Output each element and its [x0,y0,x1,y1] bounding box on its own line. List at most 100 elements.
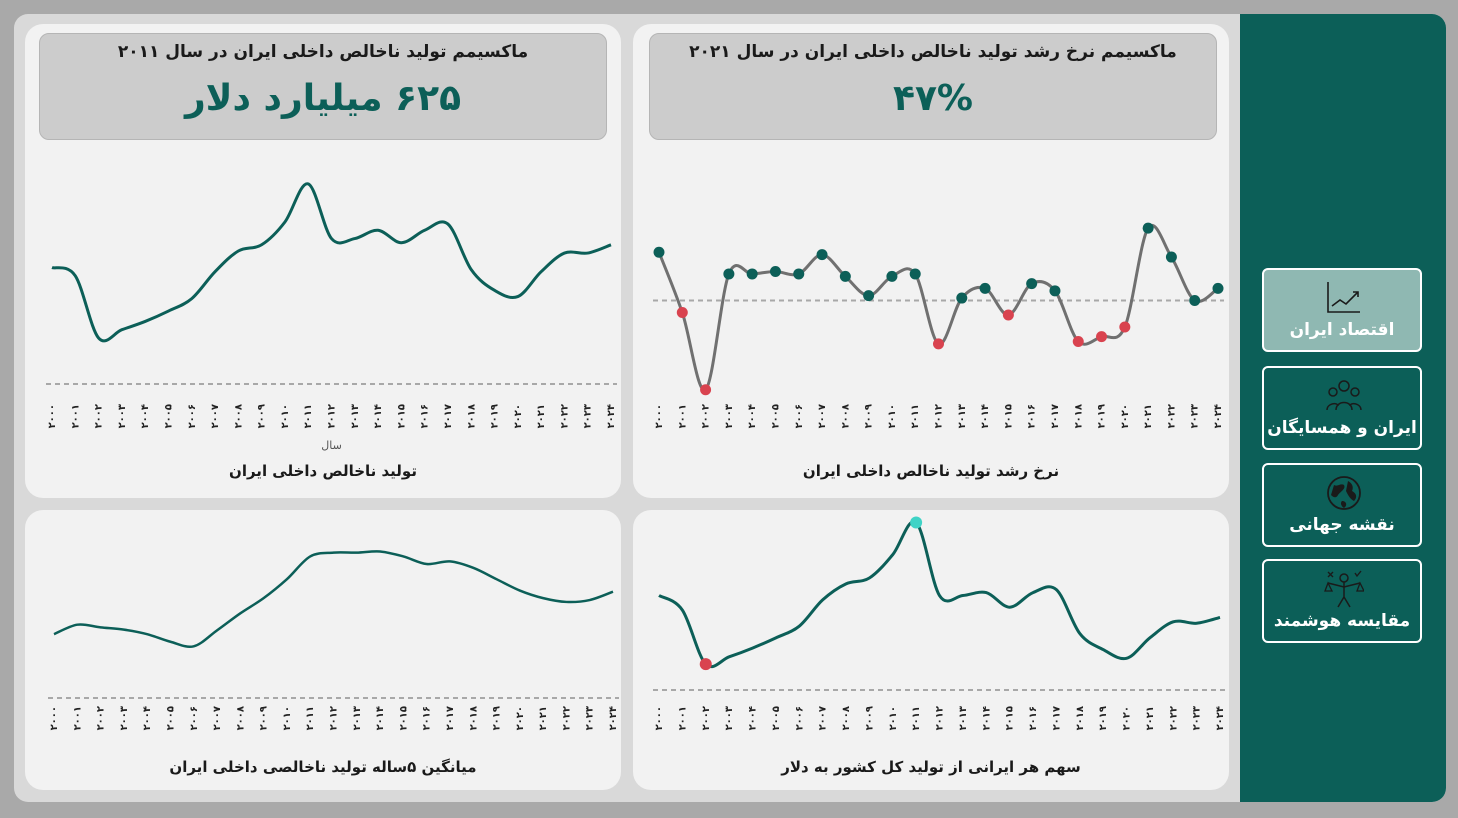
x-tick-label: ۲۰۱۶ [1027,404,1038,428]
x-tick-label: ۲۰۰۷ [817,404,828,428]
x-tick-label: ۲۰۰۷ [210,404,221,428]
gdp-ma5-card: ۲۰۰۰ ۲۰۰۱ ۲۰۰۲ ۲۰۰۳ ۲۰۰۴ ۲۰۰۵ ۲۰۰۶ ۲۰۰۷ ۲۰۰۸ ۲۰۰۹… [25,510,621,790]
x-tick-label: ۲۰۲۱ [536,404,547,428]
x-tick-label: ۲۰۰۳ [724,404,735,428]
per-capita-card: ۲۰۰۰ ۲۰۰۱ ۲۰۰۲ ۲۰۰۳ ۲۰۰۴ ۲۰۰۵ ۲۰۰۶ ۲۰۰۷ ۲۰۰۸ ۲۰۰۹… [633,510,1229,790]
sidebar-item-iran-neighbors[interactable]: ایران و همسایگان [1262,366,1422,450]
x-tick-label: ۲۰۲۳ [583,404,594,428]
x-tick-label: ۲۰۱۱ [910,404,921,428]
x-tick-label: ۲۰۲۴ [608,706,619,730]
x-tick-label: ۲۰۰۸ [841,706,852,730]
x-tick-label: ۲۰۰۳ [724,706,735,730]
data-point [1049,285,1061,297]
data-point [1002,309,1014,321]
data-point [909,268,921,280]
x-tick-label: ۲۰۱۴ [980,404,991,428]
x-tick-label: ۲۰۰۵ [770,404,781,428]
x-tick-label: ۲۰۰۶ [794,706,805,730]
x-tick-label: ۲۰۱۹ [1098,706,1109,730]
x-tick-label: ۲۰۱۳ [350,404,361,428]
chart-title: تولید ناخالص داخلی ایران [229,462,417,480]
x-tick-label: ۲۰۰۴ [747,404,758,428]
x-tick-label: ۲۰۲۱ [1143,404,1154,428]
data-point [1142,222,1154,234]
data-point [1189,294,1201,306]
sidebar-item-smart-compare[interactable]: مقایسه هوشمند [1262,559,1422,643]
x-tick-label: ۲۰۱۸ [466,404,477,428]
x-tick-label: ۲۰۱۶ [1028,706,1039,730]
globe-icon [1327,476,1361,510]
x-tick-label: ۲۰۲۲ [559,404,570,428]
x-tick-label: ۲۰۰۵ [165,706,176,730]
x-tick-label: ۲۰۰۰ [654,706,665,730]
x-tick-label: ۲۰۰۴ [140,404,151,428]
sidebar-item-world-map[interactable]: نقشه جهانی [1262,463,1422,547]
x-tick-label: ۲۰۱۸ [468,706,479,730]
data-point [769,266,781,278]
x-tick-label: ۲۰۱۰ [887,404,898,428]
x-tick-label: ۲۰۰۲ [701,706,712,730]
x-axis-label: سال [321,439,342,452]
data-point [816,249,828,261]
x-tick-label: ۲۰۱۷ [1050,404,1061,428]
x-tick-label: ۲۰۰۸ [840,404,851,428]
x-tick-label: ۲۰۱۷ [1051,706,1062,730]
x-tick-label: ۲۰۰۰ [654,404,665,428]
x-tick-label: ۲۰۰۱ [70,404,81,428]
x-tick-label: ۲۰۱۴ [375,706,386,730]
x-tick-label: ۲۰۰۱ [677,706,688,730]
x-tick-label: ۲۰۱۷ [443,404,454,428]
sidebar-item-label: مقایسه هوشمند [1273,611,1411,631]
x-tick-label: ۲۰۰۳ [117,404,128,428]
x-tick-label: ۲۰۱۶ [422,706,433,730]
data-point [863,290,875,302]
x-tick-label: ۲۰۰۸ [235,706,246,730]
x-tick-label: ۲۰۱۲ [935,706,946,730]
x-tick-label: ۲۰۰۰ [49,706,60,730]
data-point [1072,335,1084,347]
x-tick-label: ۲۰۲۲ [1168,706,1179,730]
data-point [1212,282,1224,294]
data-point [979,282,991,294]
kpi-title: ماکسیمم تولید ناخالص داخلی ایران در سال … [117,42,529,62]
growth-card: ماکسیمم نرخ رشد تولید ناخالص داخلی ایران… [633,24,1229,498]
x-tick-label: ۲۰۱۵ [1003,404,1014,428]
x-tick-label: ۲۰۱۸ [1075,706,1086,730]
growth-line-chart: ۲۰۰۰ ۲۰۰۱ ۲۰۰۲ ۲۰۰۳ ۲۰۰۴ ۲۰۰۵ ۲۰۰۶ ۲۰۰۷ ۲۰۰۸ ۲۰۰۹… [653,222,1224,428]
x-tick-label: ۲۰۲۰ [1120,404,1131,428]
chart-title: سهم هر ایرانی از تولید کل کشور به دلار [781,758,1081,776]
x-tick-label: ۲۰۱۹ [492,706,503,730]
x-tick-label: ۲۰۰۶ [189,706,200,730]
x-tick-label: ۲۰۱۵ [396,404,407,428]
data-point [933,338,944,350]
gdp-max-kpi: ماکسیمم تولید ناخالص داخلی ایران در سال … [39,33,607,140]
x-tick-label: ۲۰۰۲ [96,706,107,730]
x-tick-label: ۲۰۱۷ [445,706,456,730]
x-tick-label: ۲۰۲۰ [513,404,524,428]
data-point [723,268,735,280]
x-tick-label: ۲۰۰۰ [47,404,58,428]
data-point [700,384,712,396]
x-tick-label: ۲۰۰۴ [748,706,759,730]
data-point [1026,278,1038,290]
max-point [910,516,923,529]
sidebar-item-label: اقتصاد ایران [1289,320,1395,340]
growth-max-kpi: ماکسیمم نرخ رشد تولید ناخالص داخلی ایران… [649,33,1217,140]
gdp-card: ماکسیمم تولید ناخالص داخلی ایران در سال … [25,24,621,498]
dashboard-frame: اقتصاد ایران ایران و همسایگان نقشه جهانی [14,14,1446,802]
x-tick-label: ۲۰۱۲ [327,404,338,428]
series-line [53,550,614,648]
x-tick-label: ۲۰۰۱ [677,404,688,428]
x-tick-label: ۲۰۲۴ [1215,706,1226,730]
x-tick-label: ۲۰۱۰ [282,706,293,730]
sidebar-item-iran-economy[interactable]: اقتصاد ایران [1262,268,1422,352]
x-tick-label: ۲۰۱۱ [303,404,314,428]
series-line [658,520,1221,669]
x-tick-label: ۲۰۱۵ [1005,706,1016,730]
min-point [699,658,712,671]
data-point [1119,321,1131,333]
x-tick-label: ۲۰۱۰ [888,706,899,730]
x-tick-label: ۲۰۲۱ [538,706,549,730]
data-point [746,268,758,280]
x-tick-label: ۲۰۱۶ [420,404,431,428]
